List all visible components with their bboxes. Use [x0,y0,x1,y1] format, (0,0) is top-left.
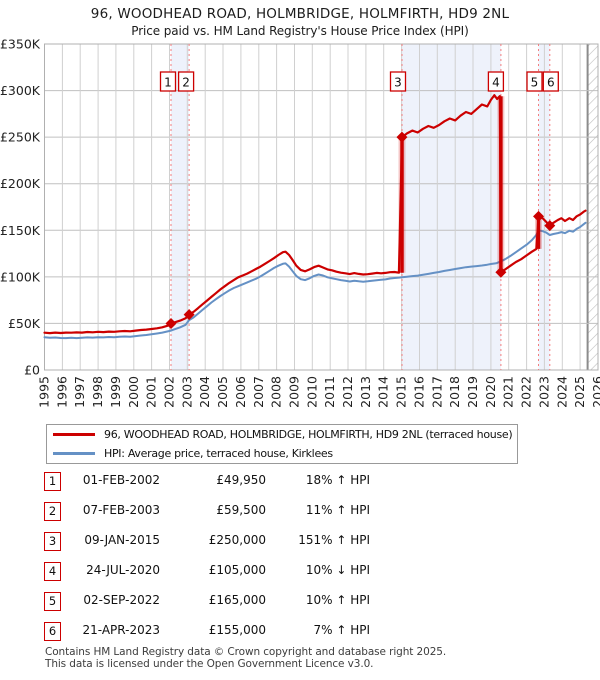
table-row: 6 21-APR-2023 £155,000 7% ↑ HPI [0,620,600,650]
svg-text:2000: 2000 [126,376,141,408]
sale-date: 07-FEB-2003 [82,503,160,517]
svg-text:1996: 1996 [54,376,69,408]
svg-text:£250K: £250K [0,130,41,145]
svg-text:£150K: £150K [0,223,41,238]
svg-text:2018: 2018 [447,376,462,408]
svg-text:£200K: £200K [0,176,41,191]
footer-line-1: Contains HM Land Registry data © Crown c… [45,646,447,658]
svg-text:2023: 2023 [536,376,551,408]
chart-legend: 96, WOODHEAD ROAD, HOLMBRIDGE, HOLMFIRTH… [46,424,518,464]
sale-date: 21-APR-2023 [82,623,160,637]
sale-hpi-delta: 10% ↑ HPI [305,593,370,607]
sale-date: 01-FEB-2002 [82,473,160,487]
sales-table: 1 01-FEB-2002 £49,950 18% ↑ HPI 2 07-FEB… [0,470,600,650]
legend-item-hpi: HPI: Average price, terraced house, Kirk… [47,446,517,462]
table-row: 1 01-FEB-2002 £49,950 18% ↑ HPI [0,470,600,500]
svg-text:2022: 2022 [519,376,534,408]
svg-text:5: 5 [531,76,539,90]
sale-price: £105,000 [208,563,266,577]
svg-text:2: 2 [182,76,190,90]
svg-text:1998: 1998 [90,376,105,408]
svg-text:£50K: £50K [8,316,41,331]
svg-text:£0: £0 [24,363,40,378]
legend-item-price-paid: 96, WOODHEAD ROAD, HOLMBRIDGE, HOLMFIRTH… [47,427,517,443]
sale-hpi-delta: 11% ↑ HPI [305,503,370,517]
license-note: Contains HM Land Registry data © Crown c… [45,646,447,670]
svg-text:2014: 2014 [376,376,391,408]
sale-number-badge: 1 [44,472,61,491]
svg-text:2012: 2012 [340,376,355,408]
sale-price: £155,000 [208,623,266,637]
svg-text:1: 1 [164,76,172,90]
svg-text:£100K: £100K [0,269,41,284]
svg-text:2003: 2003 [179,376,194,408]
svg-text:2019: 2019 [465,376,480,408]
sale-hpi-delta: 10% ↓ HPI [305,563,370,577]
sale-number-badge: 4 [44,562,61,581]
svg-text:2021: 2021 [501,376,516,408]
svg-text:£300K: £300K [0,83,41,98]
svg-text:2025: 2025 [572,376,587,408]
price-paid-line-swatch [53,433,95,437]
table-row: 4 24-JUL-2020 £105,000 10% ↓ HPI [0,560,600,590]
sale-date: 02-SEP-2022 [83,593,160,607]
svg-text:2015: 2015 [394,376,409,408]
sale-number-badge: 3 [44,532,61,551]
sale-price: £59,500 [216,503,266,517]
page-subtitle: Price paid vs. HM Land Registry's House … [131,24,469,38]
svg-text:2008: 2008 [269,376,284,408]
sale-date: 09-JAN-2015 [84,533,160,547]
svg-text:6: 6 [547,76,555,90]
svg-text:1995: 1995 [37,376,52,408]
legend-label-price-paid: 96, WOODHEAD ROAD, HOLMBRIDGE, HOLMFIRTH… [104,428,513,442]
sale-hpi-delta: 151% ↑ HPI [298,533,370,547]
svg-text:2004: 2004 [197,376,212,408]
svg-text:2011: 2011 [322,376,337,408]
sale-number-badge: 6 [44,622,61,641]
price-history-chart: £0 £50K £100K £150K £200K £250K £300K £350K 1995… [0,37,600,408]
svg-text:2020: 2020 [483,376,498,408]
svg-text:2010: 2010 [304,376,319,408]
svg-text:1997: 1997 [72,376,87,408]
svg-text:2016: 2016 [412,376,427,408]
svg-text:2017: 2017 [429,376,444,408]
svg-text:2007: 2007 [251,376,266,408]
svg-text:£350K: £350K [0,37,41,52]
sale-date: 24-JUL-2020 [86,563,160,577]
hpi-line-swatch [53,451,95,455]
svg-text:2013: 2013 [358,376,373,408]
sale-hpi-delta: 18% ↑ HPI [305,473,370,487]
svg-text:4: 4 [492,76,500,90]
svg-text:2024: 2024 [554,376,569,408]
table-row: 5 02-SEP-2022 £165,000 10% ↑ HPI [0,590,600,620]
svg-text:2006: 2006 [233,376,248,408]
page-title: 96, WOODHEAD ROAD, HOLMBRIDGE, HOLMFIRTH… [90,6,510,22]
svg-text:3: 3 [394,76,402,90]
sale-hpi-delta: 7% ↑ HPI [313,623,370,637]
table-row: 3 09-JAN-2015 £250,000 151% ↑ HPI [0,530,600,560]
svg-text:2005: 2005 [215,376,230,408]
sale-price: £49,950 [216,473,266,487]
svg-text:2026: 2026 [590,376,600,408]
table-row: 2 07-FEB-2003 £59,500 11% ↑ HPI [0,500,600,530]
sale-price: £250,000 [208,533,266,547]
footer-line-2: This data is licensed under the Open Gov… [45,657,374,670]
sale-price: £165,000 [208,593,266,607]
sale-number-badge: 5 [44,592,61,611]
svg-text:2001: 2001 [144,376,159,408]
sale-number-badge: 2 [44,502,61,521]
svg-text:2002: 2002 [162,376,177,408]
svg-text:1999: 1999 [108,376,123,408]
legend-label-hpi: HPI: Average price, terraced house, Kirk… [104,446,333,460]
svg-text:2009: 2009 [287,376,302,408]
